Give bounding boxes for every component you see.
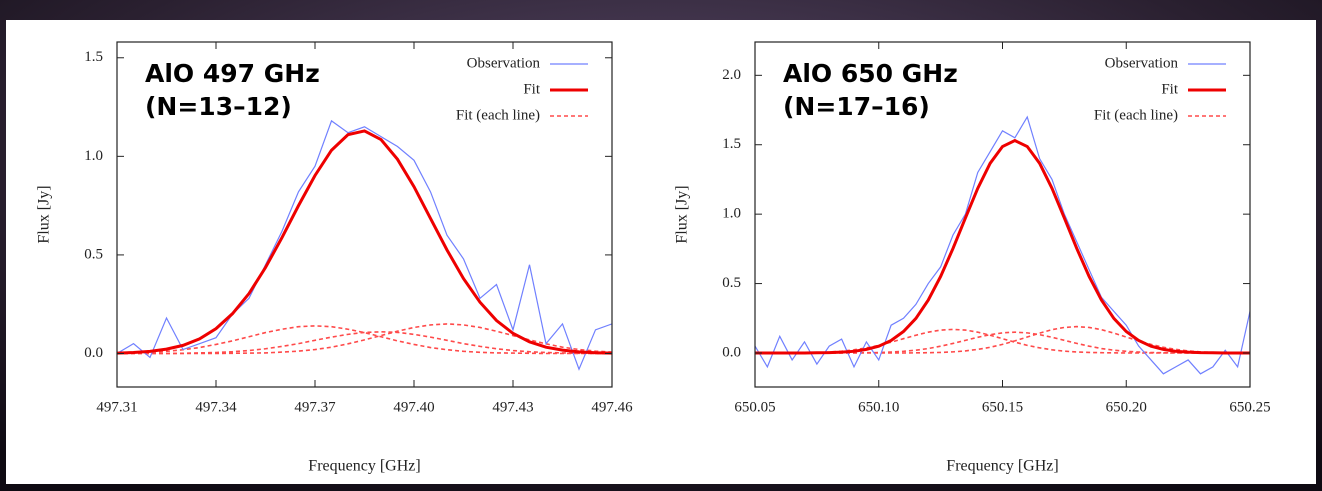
component-fit-line: [117, 323, 612, 355]
legend-label: Fit: [1161, 81, 1179, 97]
annotation: AlO 650 GHz: [783, 59, 958, 88]
component-fit-line: [755, 325, 1250, 354]
x-axis-label: Frequency [GHz]: [946, 458, 1058, 475]
x-tick-label: 650.20: [1106, 399, 1147, 415]
y-axis-label: Flux [Jy]: [674, 185, 691, 243]
x-tick-label: 497.46: [591, 399, 633, 415]
axes-frame: [116, 41, 613, 388]
y-tick-label: 1.5: [722, 136, 741, 152]
figure-panel: [6, 20, 1316, 484]
fit-line: [117, 129, 612, 355]
annotation: (N=17–16): [783, 92, 930, 121]
annotation: AlO 497 GHz: [145, 59, 320, 88]
legend-label: Fit: [523, 81, 541, 97]
y-tick-label: 0.5: [722, 275, 741, 291]
x-tick-label: 650.10: [858, 399, 899, 415]
y-tick-label: 0.0: [84, 345, 103, 361]
x-tick-label: 497.37: [294, 399, 336, 415]
plot-area: [755, 115, 1250, 375]
legend-label: Fit (each line): [1094, 107, 1178, 123]
y-axis-label: Flux [Jy]: [36, 185, 53, 243]
component-fit-line: [117, 330, 612, 355]
observation-line: [117, 119, 612, 371]
annotation: (N=13–12): [145, 92, 292, 121]
fit-line: [755, 138, 1250, 355]
y-tick-label: 1.0: [84, 148, 103, 164]
x-tick-label: 650.15: [982, 399, 1023, 415]
y-tick-label: 1.0: [722, 206, 741, 222]
x-axis-label: Frequency [GHz]: [308, 458, 420, 475]
legend-label: Fit (each line): [456, 107, 540, 123]
x-tick-label: 497.40: [393, 399, 434, 415]
x-tick-label: 497.31: [96, 399, 137, 415]
legend-label: Observation: [467, 55, 541, 71]
legend-label: Observation: [1105, 55, 1179, 71]
observation-line: [755, 115, 1250, 375]
x-tick-label: 650.05: [734, 399, 775, 415]
y-tick-label: 0.0: [722, 344, 741, 360]
y-tick-label: 0.5: [84, 246, 103, 262]
y-tick-label: 2.0: [722, 67, 741, 83]
x-tick-label: 497.34: [195, 399, 237, 415]
y-tick-label: 1.5: [84, 49, 103, 65]
plot-area: [117, 119, 612, 371]
x-tick-label: 497.43: [492, 399, 533, 415]
x-tick-label: 650.25: [1229, 399, 1270, 415]
component-fit-line: [755, 331, 1250, 354]
